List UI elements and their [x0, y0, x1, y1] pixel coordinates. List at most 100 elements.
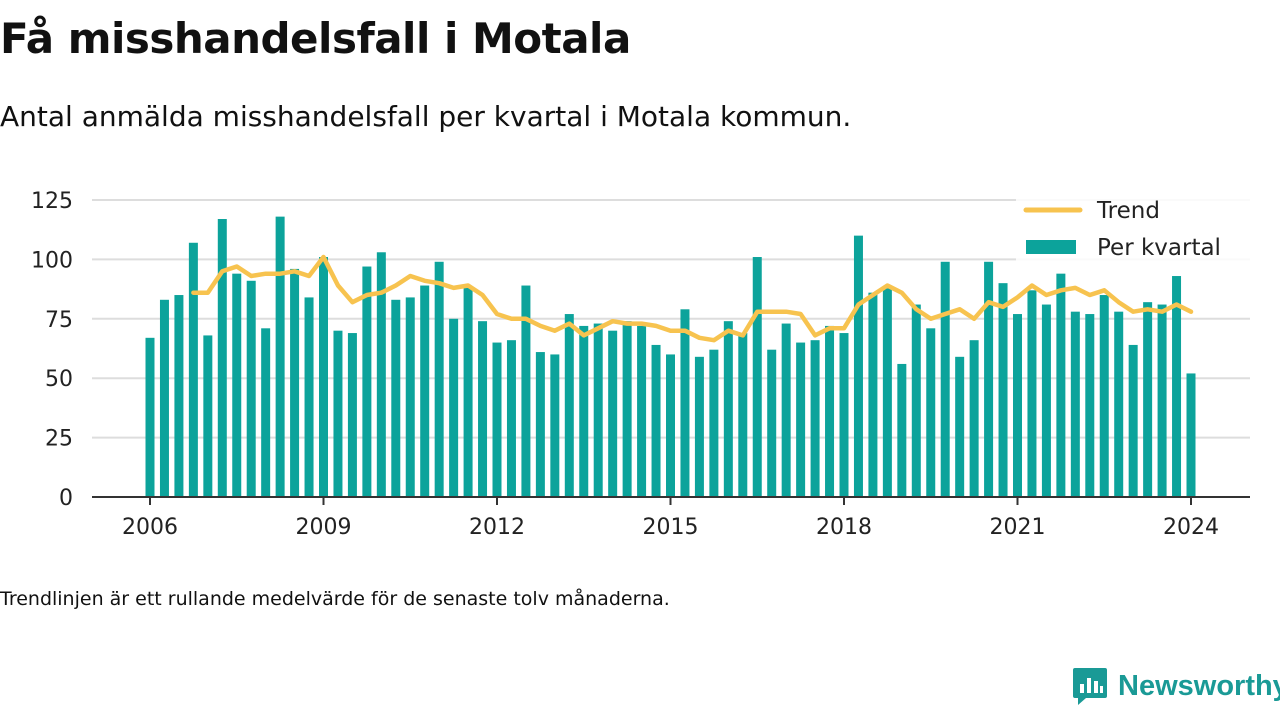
bar	[564, 314, 574, 497]
x-tick-label: 2009	[296, 515, 352, 540]
y-tick-label: 125	[31, 189, 73, 214]
bar	[593, 323, 603, 497]
x-tick-label: 2021	[990, 515, 1046, 540]
bar	[1027, 290, 1037, 497]
bar	[492, 342, 502, 497]
bar	[203, 335, 213, 497]
x-tick-label: 2018	[816, 515, 872, 540]
legend: Trend Per kvartal	[1016, 194, 1250, 266]
bar	[362, 266, 372, 497]
x-tick-label: 2015	[643, 515, 699, 540]
x-axis-ticks: 2006 2009 2012 2015 2018 2021 2024	[122, 497, 1219, 540]
bar	[506, 340, 516, 497]
bar	[882, 287, 892, 497]
bar	[781, 323, 791, 497]
bar	[232, 273, 242, 497]
bar	[926, 328, 936, 497]
bar	[608, 330, 618, 497]
bar	[290, 268, 300, 497]
brand: Newsworthy	[1072, 664, 1280, 708]
bar	[535, 352, 545, 497]
bar	[405, 297, 415, 497]
bar	[1128, 344, 1138, 497]
legend-bar-swatch	[1026, 240, 1076, 254]
bar	[969, 340, 979, 497]
bar	[810, 340, 820, 497]
bar	[1070, 311, 1080, 497]
bar	[897, 363, 907, 497]
bars-per-kvartal	[145, 216, 1196, 497]
bar	[579, 325, 589, 497]
bar	[839, 333, 849, 497]
bar	[449, 318, 459, 497]
y-tick-label: 50	[45, 367, 73, 392]
bar	[478, 321, 488, 497]
x-tick-label: 2024	[1163, 515, 1219, 540]
bar	[304, 297, 314, 497]
chart-subtitle: Antal anmälda misshandelsfall per kvarta…	[0, 100, 852, 133]
legend-bar-label: Per kvartal	[1097, 235, 1221, 261]
bar	[651, 344, 661, 497]
bar	[1099, 295, 1109, 497]
bar	[319, 257, 328, 497]
brand-name: Newsworthy	[1118, 669, 1280, 702]
bar	[174, 295, 184, 497]
bar	[1056, 273, 1066, 497]
bar	[984, 261, 994, 497]
y-tick-label: 0	[59, 486, 73, 511]
bar	[825, 325, 835, 497]
chart-title: Få misshandelsfall i Motala	[0, 14, 631, 63]
bar	[391, 299, 401, 497]
bar	[275, 216, 285, 497]
bar	[911, 304, 921, 497]
x-tick-label: 2006	[122, 515, 178, 540]
bar	[767, 349, 777, 497]
bar	[868, 292, 878, 497]
bar	[1186, 373, 1196, 497]
newsworthy-logo-icon	[1073, 668, 1107, 705]
bar	[694, 356, 704, 497]
bar	[1157, 304, 1167, 497]
bar	[752, 257, 762, 497]
bar	[347, 333, 357, 497]
bar	[376, 252, 386, 497]
bar	[955, 356, 965, 497]
bar	[550, 354, 560, 497]
bar	[463, 287, 473, 497]
bar	[738, 333, 748, 497]
bar	[680, 309, 690, 497]
bar	[940, 261, 950, 497]
bar	[1041, 304, 1051, 497]
bar	[420, 285, 430, 497]
bar	[1172, 276, 1182, 497]
trend-line-group	[191, 254, 1194, 343]
bar	[666, 354, 675, 497]
bar	[333, 330, 343, 497]
bar	[246, 280, 256, 497]
x-tick-label: 2012	[469, 515, 525, 540]
y-tick-label: 75	[45, 308, 73, 333]
bar	[1085, 314, 1095, 497]
bar	[622, 321, 632, 497]
bar	[709, 349, 719, 497]
bar	[159, 299, 169, 497]
bar	[1114, 311, 1124, 497]
bar	[434, 261, 444, 497]
bar	[521, 285, 531, 497]
y-tick-label: 25	[45, 427, 73, 452]
bar	[188, 242, 198, 497]
y-tick-label: 100	[31, 248, 73, 273]
bar	[145, 337, 155, 497]
y-axis-ticks: 0 25 50 75 100 125	[31, 189, 73, 511]
bar	[998, 283, 1008, 497]
bar	[261, 328, 271, 497]
bar	[217, 219, 227, 497]
bar	[1143, 302, 1153, 497]
bar	[1013, 314, 1022, 497]
footnote: Trendlinjen är ett rullande medelvärde f…	[0, 588, 670, 610]
legend-trend-label: Trend	[1096, 198, 1160, 224]
trend-line	[191, 254, 1194, 343]
bar	[853, 235, 863, 497]
bar	[796, 342, 806, 497]
